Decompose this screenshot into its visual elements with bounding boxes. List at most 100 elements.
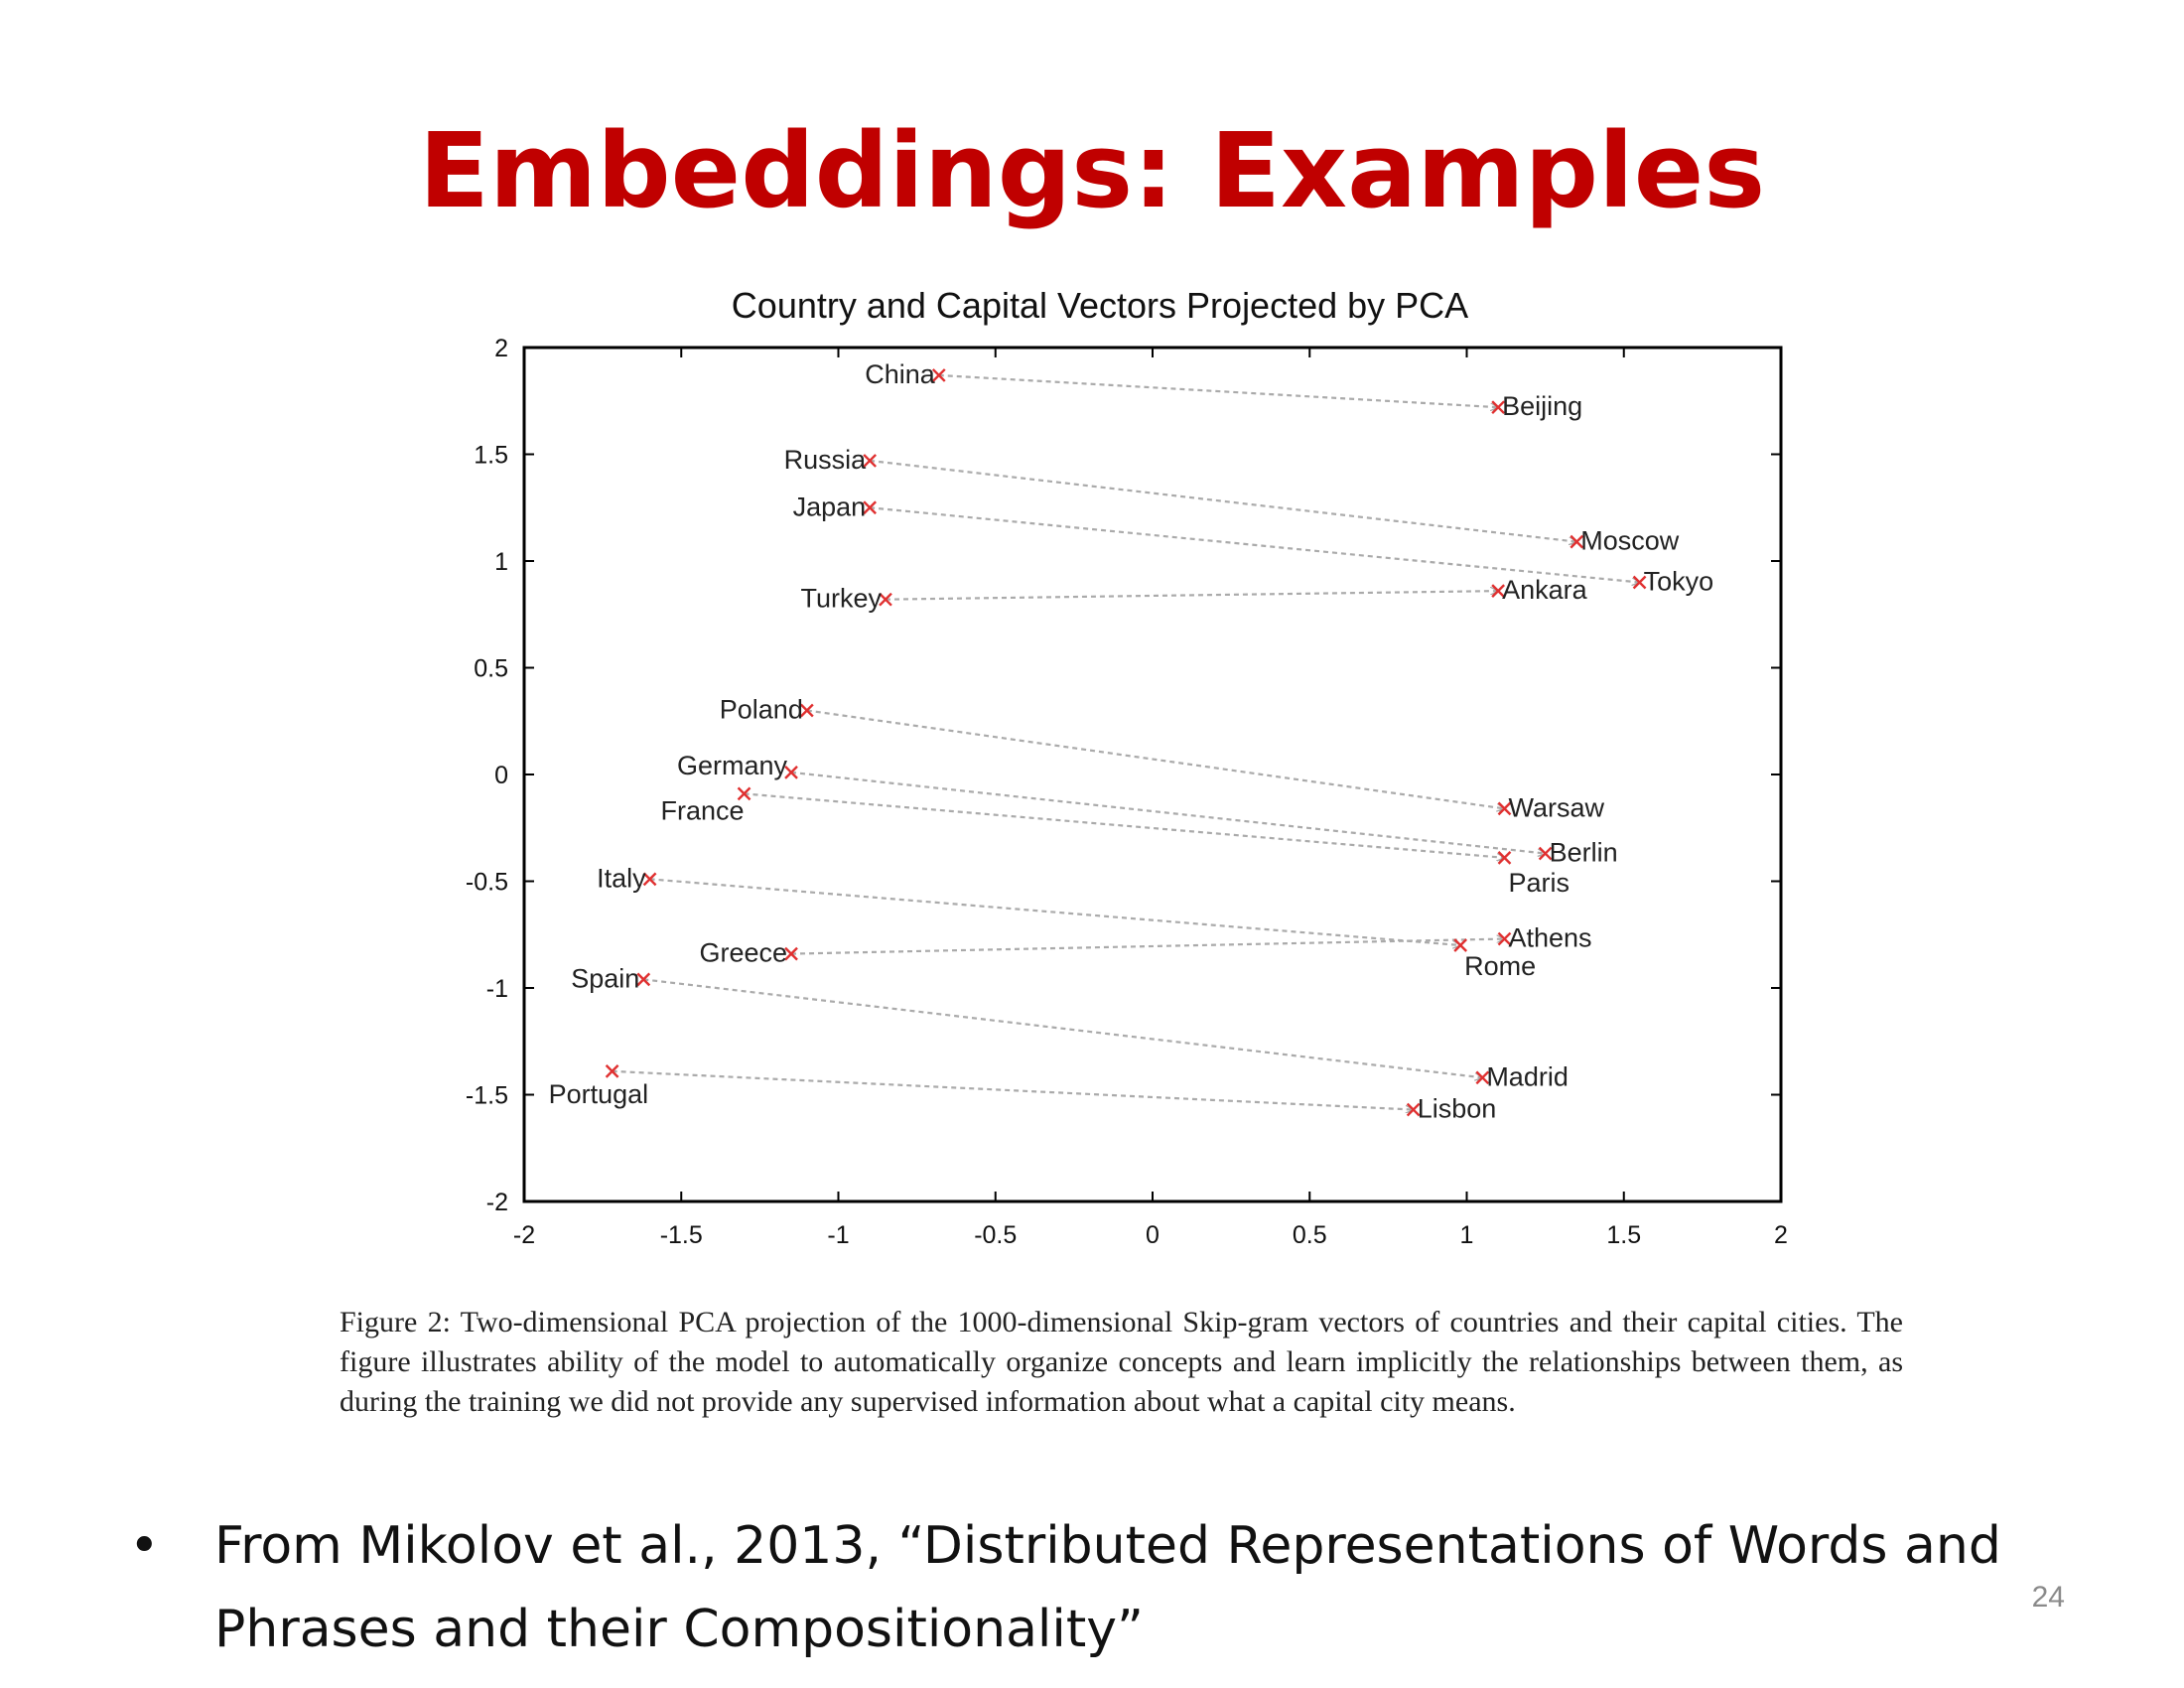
marker-moscow <box>1570 534 1584 549</box>
label-berlin: Berlin <box>1550 838 1618 868</box>
marker-stroke <box>863 454 877 468</box>
marker-japan <box>863 500 877 515</box>
point-markers <box>605 368 1647 1117</box>
marker-poland <box>800 703 814 718</box>
arrow-turkey-ankara <box>885 591 1498 601</box>
arrow-china-beijing <box>938 373 1498 407</box>
marker-germany <box>784 766 798 779</box>
page-number: 24 <box>2031 1581 2065 1614</box>
marker-stroke <box>1632 575 1647 590</box>
label-china: China <box>865 359 936 389</box>
figure-caption: Figure 2: Two-dimensional PCA projection… <box>340 1303 1903 1422</box>
marker-stroke <box>879 592 892 607</box>
arrow-lines <box>612 373 1640 1110</box>
marker-stroke <box>1497 851 1512 865</box>
label-ankara: Ankara <box>1502 575 1588 605</box>
marker-warsaw <box>1497 801 1512 816</box>
marker-stroke <box>737 786 751 801</box>
label-beijing: Beijing <box>1502 391 1582 421</box>
marker-stroke <box>1491 400 1505 415</box>
marker-france <box>737 786 751 801</box>
marker-stroke <box>863 500 877 515</box>
marker-berlin <box>1538 846 1553 861</box>
label-athens: Athens <box>1508 923 1591 953</box>
x-tick-label: 0.5 <box>1293 1221 1327 1249</box>
point-labels: China Russia Japan Turkey Poland Germany Franc… <box>549 359 1714 1124</box>
marker-ankara <box>1491 584 1505 598</box>
x-tick-label: 0 <box>1146 1221 1160 1249</box>
bullet-icon: • <box>129 1516 160 1576</box>
marker-greece <box>784 946 798 961</box>
y-tick-label: -1.5 <box>466 1082 508 1110</box>
marker-turkey <box>879 592 892 607</box>
label-tokyo: Tokyo <box>1644 567 1714 597</box>
marker-stroke <box>1491 584 1505 598</box>
label-madrid: Madrid <box>1486 1061 1569 1091</box>
marker-stroke <box>784 946 798 961</box>
y-tick-label: 1 <box>494 548 508 576</box>
marker-stroke <box>1570 534 1584 549</box>
label-france: France <box>661 795 745 825</box>
marker-portugal <box>605 1064 619 1078</box>
marker-tokyo <box>1632 575 1647 590</box>
x-tick-label: -2 <box>513 1221 535 1249</box>
x-tick-label: -1 <box>827 1221 849 1249</box>
marker-rome <box>1453 938 1468 952</box>
slide-title: Embeddings: Examples <box>418 110 1766 231</box>
label-spain: Spain <box>571 963 639 993</box>
marker-stroke <box>1538 846 1553 861</box>
arrow-italy-rome <box>649 878 1461 945</box>
marker-stroke <box>1497 801 1512 816</box>
label-rome: Rome <box>1464 951 1536 981</box>
marker-athens <box>1497 931 1512 946</box>
label-turkey: Turkey <box>800 584 882 614</box>
marker-stroke <box>1406 1102 1421 1117</box>
arrow-germany-berlin <box>790 771 1546 854</box>
caption-label: Figure 2: <box>340 1306 451 1338</box>
arrow-russia-moscow <box>870 459 1576 542</box>
marker-stroke <box>605 1064 619 1078</box>
label-lisbon: Lisbon <box>1418 1094 1497 1124</box>
y-tick-label: -0.5 <box>466 869 508 897</box>
marker-russia <box>863 454 877 468</box>
arrow-poland-warsaw <box>806 709 1505 809</box>
x-tick-label: -0.5 <box>974 1221 1017 1249</box>
marker-stroke <box>784 766 798 779</box>
pca-scatter-chart: Country and Capital Vectors Projected by… <box>466 285 1788 1249</box>
marker-stroke <box>931 368 946 382</box>
label-germany: Germany <box>677 751 788 780</box>
label-italy: Italy <box>597 863 646 893</box>
marker-spain <box>636 972 651 987</box>
marker-stroke <box>1453 938 1468 952</box>
label-greece: Greece <box>699 938 787 968</box>
marker-stroke <box>636 972 651 987</box>
label-paris: Paris <box>1508 868 1570 898</box>
label-moscow: Moscow <box>1580 526 1680 556</box>
label-warsaw: Warsaw <box>1508 792 1604 822</box>
label-japan: Japan <box>793 492 867 521</box>
x-tick-label: 1.5 <box>1606 1221 1641 1249</box>
label-poland: Poland <box>720 695 803 725</box>
arrow-france-paris <box>744 792 1505 858</box>
y-tick-label: -1 <box>486 975 508 1003</box>
label-russia: Russia <box>784 445 868 475</box>
y-tick-label: -2 <box>486 1189 508 1216</box>
marker-beijing <box>1491 400 1505 415</box>
arrow-spain-madrid <box>643 978 1482 1077</box>
x-tick-label: -1.5 <box>660 1221 703 1249</box>
marker-china <box>931 368 946 382</box>
y-tick-label: 0.5 <box>474 655 508 683</box>
x-tick-label: 1 <box>1460 1221 1474 1249</box>
marker-paris <box>1497 851 1512 865</box>
x-tick-label: 2 <box>1774 1221 1788 1249</box>
arrow-japan-tokyo <box>870 506 1639 582</box>
marker-stroke <box>1475 1070 1490 1085</box>
y-tick-label: 2 <box>494 335 508 362</box>
arrow-greece-athens <box>791 939 1504 955</box>
y-tick-label: 0 <box>494 762 508 789</box>
caption-text: Two-dimensional PCA projection of the 10… <box>340 1306 1903 1418</box>
label-portugal: Portugal <box>549 1079 649 1109</box>
marker-stroke <box>800 703 814 718</box>
chart-title: Country and Capital Vectors Projected by… <box>732 285 1468 326</box>
y-tick-label: 1.5 <box>474 442 508 470</box>
